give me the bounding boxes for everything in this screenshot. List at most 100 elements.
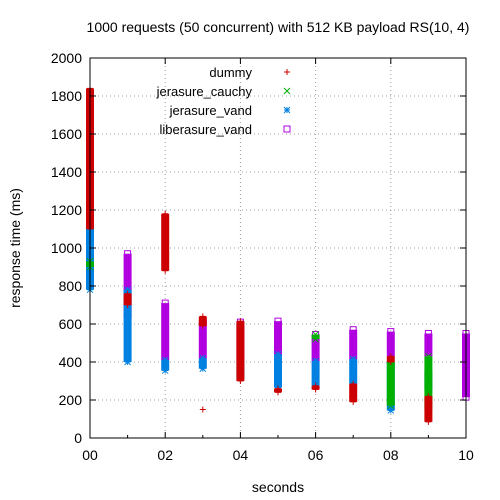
band-top-jerasure_cauchy-9 <box>425 352 432 360</box>
band-bottom-dummy-9-shape <box>425 418 432 425</box>
band-top-jerasure_vand-1-shape <box>124 286 131 294</box>
band-top-liberasure_vand-8-shape <box>387 328 395 336</box>
band-jerasure_vand-3 <box>198 358 207 369</box>
band-bottom-dummy-8-shape <box>387 359 394 365</box>
band-top-jerasure_vand-2-shape <box>161 356 169 364</box>
band-top-jerasure_cauchy-6 <box>312 331 319 338</box>
legend-label-liberasure_vand: liberasure_vand <box>159 122 252 137</box>
y-tick-label: 1000 <box>51 240 82 256</box>
band-jerasure_vand-1 <box>123 289 132 362</box>
band-liberasure_vand-5 <box>274 321 282 355</box>
band-top-jerasure_vand-6 <box>312 357 319 365</box>
band-bottom-jerasure_vand-1-shape <box>124 358 131 366</box>
band-liberasure_vand-8 <box>386 331 395 357</box>
band-top-dummy-3-shape <box>199 313 206 320</box>
band-top-jerasure_vand-6-shape <box>312 357 319 365</box>
band-bottom-dummy-9 <box>425 418 432 425</box>
band-top-dummy-2-shape <box>162 210 169 217</box>
band-liberasure_vand-2 <box>161 303 170 361</box>
legend-marker-liberasure_vand <box>283 125 291 133</box>
legend-marker-jerasure_vand-shape <box>283 106 291 114</box>
band-top-jerasure_vand-5-shape <box>274 351 282 358</box>
band-jerasure_vand-5 <box>274 354 282 388</box>
band-top-jerasure_vand-7-shape <box>349 355 357 363</box>
band-top-jerasure_cauchy-6-shape <box>312 331 319 338</box>
band-bottom-dummy-3-shape <box>199 322 206 329</box>
y-tick-label: 600 <box>59 316 83 332</box>
y-tick-label: 1600 <box>51 126 82 142</box>
legend-marker-dummy-shape <box>284 69 290 75</box>
legend-label-jerasure_cauchy: jerasure_cauchy <box>156 84 253 99</box>
band-top-dummy-1-shape <box>124 290 131 297</box>
legend-label-dummy: dummy <box>209 65 252 80</box>
chart-title: 1000 requests (50 concurrent) with 512 K… <box>87 19 470 35</box>
y-tick-label: 1800 <box>51 88 82 104</box>
x-tick-label: 00 <box>82 447 98 463</box>
band-jerasure_vand-7 <box>349 359 358 384</box>
band-top-dummy-4-shape <box>237 318 244 325</box>
band-jerasure_cauchy-9 <box>424 356 433 410</box>
band-top-dummy-3 <box>199 313 206 320</box>
band-top-dummy-1 <box>124 290 131 297</box>
band-top-jerasure_vand-3 <box>199 354 207 362</box>
legend-marker-jerasure_cauchy-shape <box>283 87 291 95</box>
legend-marker-liberasure_vand-shape <box>283 125 291 133</box>
band-top-dummy-7 <box>350 380 357 387</box>
band-top-liberasure_vand-9-shape <box>424 330 432 337</box>
legend-label-jerasure_vand: jerasure_vand <box>169 103 252 118</box>
band-bottom-jerasure_vand-8 <box>387 407 395 414</box>
band-top-liberasure_vand-1-shape <box>124 250 132 258</box>
band-top-liberasure_vand-7 <box>349 326 357 334</box>
point-dummy-0-shape <box>199 406 206 413</box>
band-top-jerasure_vand-7 <box>349 355 357 363</box>
x-tick-label: 04 <box>233 447 249 463</box>
band-bottom-dummy-1 <box>124 302 131 308</box>
y-axis-label: response time (ms) <box>7 188 23 308</box>
x-axis-label: seconds <box>252 479 304 495</box>
band-top-liberasure_vand-1 <box>124 250 132 258</box>
band-bottom-jerasure_vand-3-shape <box>199 365 207 373</box>
band-top-liberasure_vand-5 <box>274 317 282 325</box>
y-tick-label: 800 <box>59 278 83 294</box>
y-tick-label: 400 <box>59 354 83 370</box>
band-liberasure_vand-7 <box>349 329 358 360</box>
legend-marker-jerasure_cauchy <box>283 87 291 95</box>
band-dummy-3 <box>198 316 207 326</box>
band-top-liberasure_vand-2-shape <box>161 299 169 307</box>
band-bottom-jerasure_cauchy-8-shape <box>387 402 395 410</box>
band-bottom-jerasure_cauchy-8 <box>387 402 395 410</box>
band-bottom-dummy-5 <box>275 389 281 396</box>
band-bottom-dummy-4 <box>237 378 244 384</box>
band-jerasure_vand-6 <box>311 361 320 386</box>
band-top-liberasure_vand-2 <box>161 299 169 307</box>
band-liberasure_vand-1 <box>123 253 132 319</box>
band-bottom-jerasure_cauchy-6 <box>312 335 319 343</box>
band-top-liberasure_vand-9 <box>424 330 432 337</box>
band-bottom-jerasure_vand-1 <box>124 358 131 366</box>
x-tick-label: 10 <box>458 447 474 463</box>
band-top-dummy-7-shape <box>350 380 357 387</box>
band-top-liberasure_vand-8 <box>387 328 395 336</box>
band-top-jerasure_vand-3-shape <box>199 354 207 362</box>
band-top-liberasure_vand-7-shape <box>349 326 357 334</box>
band-liberasure_vand-6 <box>311 334 320 362</box>
band-liberasure_vand-9 <box>424 333 433 357</box>
band-top-jerasure_cauchy-9-shape <box>425 352 432 360</box>
band-dummy-9 <box>424 396 433 422</box>
band-top-dummy-9-shape <box>425 393 432 400</box>
band-dummy-2 <box>161 213 170 271</box>
band-bottom-jerasure_vand-8-shape <box>387 407 395 414</box>
band-bottom-dummy-6 <box>312 386 319 393</box>
band-dummy-7 <box>349 383 358 402</box>
band-jerasure_cauchy-6 <box>311 334 320 340</box>
x-tick-label: 06 <box>308 447 324 463</box>
band-bottom-dummy-7 <box>350 398 357 405</box>
x-tick-label: 08 <box>383 447 399 463</box>
band-bottom-dummy-2-shape <box>162 267 169 274</box>
y-tick-label: 200 <box>59 392 83 408</box>
band-bottom-jerasure_vand-2-shape <box>161 367 169 374</box>
band-bottom-dummy-4-shape <box>237 378 244 384</box>
x-tick-label: 02 <box>157 447 173 463</box>
legend-marker-dummy <box>284 69 290 75</box>
y-tick-label: 1200 <box>51 202 82 218</box>
